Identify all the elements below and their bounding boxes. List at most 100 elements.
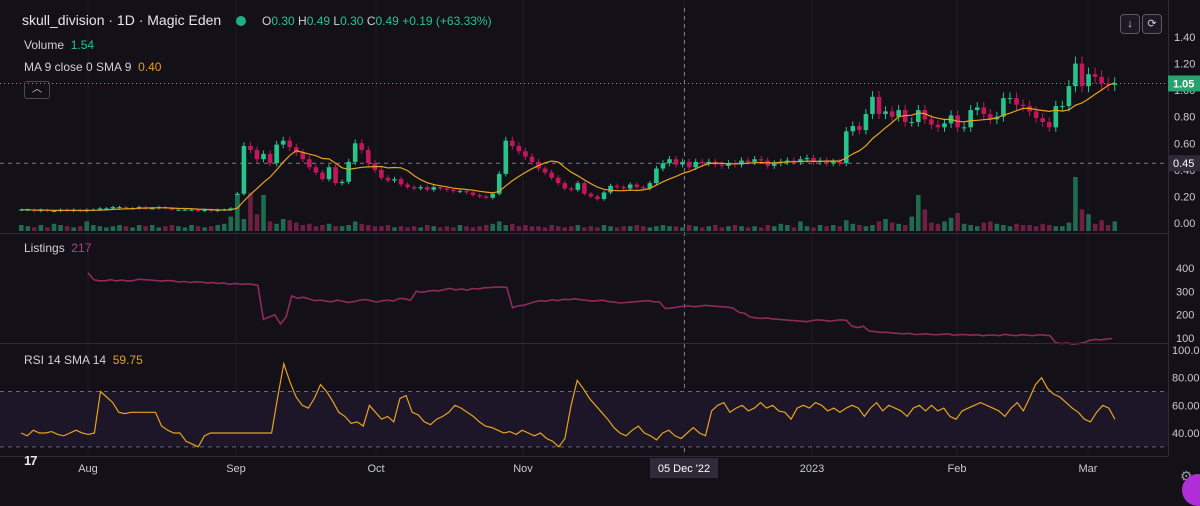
- candle-body: [307, 159, 312, 168]
- candle-body: [726, 163, 731, 166]
- volume-bar: [863, 226, 869, 231]
- x-tick-label: Feb: [948, 463, 967, 475]
- volume-bar: [942, 221, 947, 231]
- candle-body: [693, 161, 698, 168]
- candle-body: [464, 191, 469, 193]
- chart-canvas[interactable]: 1.401.201.000.800.600.400.200.001.050.45…: [0, 0, 1200, 492]
- rsi-tick-label: 100.00: [1172, 345, 1200, 357]
- volume-bar: [424, 225, 430, 231]
- candle-body: [974, 107, 980, 111]
- volume-bar: [843, 220, 849, 231]
- candle-body: [326, 167, 332, 180]
- candle-body: [405, 184, 410, 188]
- volume-bar: [1092, 223, 1098, 231]
- volume-bar: [667, 226, 672, 231]
- candle-body: [1046, 122, 1052, 128]
- volume-bar: [195, 226, 201, 231]
- volume-bar: [568, 226, 574, 231]
- candle-body: [424, 187, 430, 190]
- candle-body: [320, 172, 325, 180]
- candle-body: [1099, 76, 1104, 84]
- chevron-up-icon[interactable]: ︿: [24, 81, 50, 99]
- candle-body: [942, 123, 947, 128]
- volume-bar: [798, 221, 803, 231]
- candle-body: [97, 208, 103, 210]
- candle-body: [510, 140, 515, 146]
- candle-body: [673, 159, 679, 165]
- rsi-band-fill: [0, 391, 1168, 447]
- candle-body: [411, 187, 417, 189]
- volume-bar: [968, 225, 973, 231]
- volume-bar: [18, 225, 24, 231]
- volume-bar: [948, 217, 954, 231]
- listings-legend[interactable]: Listings 217: [24, 241, 91, 255]
- x-tick-label: 2023: [800, 463, 824, 475]
- volume-bar: [1066, 222, 1072, 231]
- corner-badge-icon[interactable]: [1182, 474, 1200, 506]
- volume-bar: [582, 227, 587, 231]
- volume-bar: [601, 225, 607, 231]
- volume-bar: [614, 227, 620, 231]
- rsi-value: 59.75: [112, 353, 143, 367]
- candle-body: [660, 163, 666, 169]
- rsi-tick-label: 80.00: [1172, 373, 1200, 385]
- volume-bar: [418, 227, 423, 231]
- candle-body: [248, 145, 253, 150]
- x-tick-label: 05 Dec '22: [658, 463, 710, 475]
- price-tick-label: 0.80: [1174, 112, 1195, 124]
- volume-bar: [379, 226, 384, 231]
- volume-bar: [575, 225, 581, 231]
- volume-label: Volume: [24, 38, 65, 52]
- candle-body: [208, 209, 214, 212]
- volume-bar: [804, 226, 810, 231]
- candle-body: [824, 160, 829, 164]
- volume-bar: [647, 227, 653, 231]
- volume-bar: [189, 225, 194, 231]
- volume-bar: [405, 227, 410, 231]
- volume-bar: [752, 226, 757, 231]
- rsi-line: [20, 361, 1116, 448]
- candle-body: [228, 208, 234, 210]
- candle-body: [739, 160, 744, 165]
- listings-tick-label: 100: [1176, 333, 1194, 345]
- download-icon[interactable]: ↓: [1120, 14, 1140, 34]
- volume-bar: [477, 226, 482, 231]
- candle-body: [798, 159, 803, 162]
- volume-legend[interactable]: Volume 1.54: [24, 38, 94, 52]
- volume-bar: [287, 220, 293, 231]
- volume-bar: [84, 221, 90, 231]
- live-status-dot: [236, 16, 246, 26]
- ma-legend[interactable]: MA 9 close 0 SMA 9 0.40: [24, 60, 161, 74]
- volume-bar: [706, 226, 712, 231]
- candle-body: [1040, 118, 1045, 123]
- candle-body: [117, 207, 122, 209]
- candle-body: [1112, 83, 1118, 85]
- volume-bar: [320, 225, 325, 231]
- volume-bar: [280, 219, 286, 231]
- volume-bar: [254, 214, 260, 231]
- current-price-badge: 1.05: [1168, 75, 1200, 92]
- volume-bar: [516, 226, 522, 231]
- rsi-legend[interactable]: RSI 14 SMA 14 59.75: [24, 353, 143, 367]
- candle-body: [837, 161, 843, 164]
- volume-bar: [385, 225, 391, 231]
- candle-body: [896, 110, 901, 117]
- crosshair-price-badge: 0.45: [1168, 155, 1200, 172]
- candle-body: [444, 188, 450, 190]
- volume-bar: [25, 226, 31, 231]
- candle-body: [18, 209, 24, 211]
- candle-body: [352, 143, 358, 162]
- refresh-icon[interactable]: ⟳: [1142, 14, 1162, 34]
- candle-body: [1014, 98, 1019, 105]
- close-label: C: [366, 14, 376, 28]
- volume-bar: [1112, 221, 1118, 231]
- volume-bar: [451, 227, 456, 231]
- volume-bar: [699, 227, 705, 231]
- candle-body: [549, 172, 554, 178]
- candle-body: [582, 183, 587, 194]
- high-value: 0.49: [306, 14, 331, 28]
- candle-body: [758, 159, 764, 161]
- volume-bar: [732, 225, 738, 231]
- candle-body: [916, 110, 921, 123]
- volume-bar: [261, 195, 266, 231]
